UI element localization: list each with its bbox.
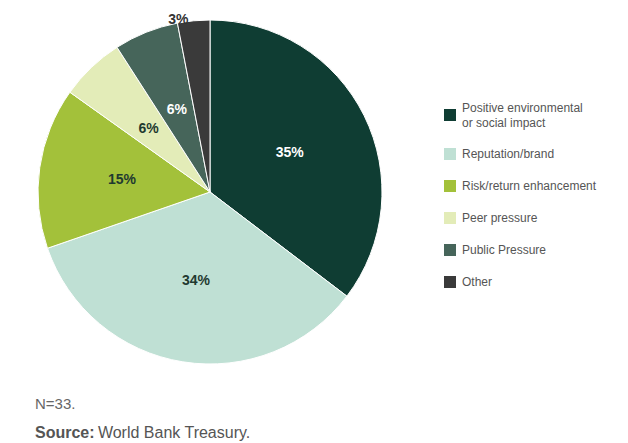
svg-text:6%: 6%	[167, 101, 188, 117]
svg-text:15%: 15%	[108, 171, 137, 187]
svg-text:N=33.: N=33.	[35, 395, 75, 412]
svg-text:Public Pressure: Public Pressure	[462, 243, 546, 257]
svg-text:or social impact: or social impact	[462, 116, 546, 130]
svg-text:6%: 6%	[138, 120, 159, 136]
svg-text:34%: 34%	[182, 272, 211, 288]
svg-text:Other: Other	[462, 275, 492, 289]
svg-text:Reputation/brand: Reputation/brand	[462, 147, 554, 161]
svg-text:Source:: Source:	[35, 424, 95, 441]
svg-text:Risk/return enhancement: Risk/return enhancement	[462, 179, 597, 193]
svg-text:World Bank Treasury.: World Bank Treasury.	[98, 424, 250, 441]
svg-text:Peer pressure: Peer pressure	[462, 211, 538, 225]
svg-text:35%: 35%	[276, 144, 305, 160]
svg-text:3%: 3%	[168, 11, 189, 27]
svg-text:Positive environmental: Positive environmental	[462, 101, 583, 115]
